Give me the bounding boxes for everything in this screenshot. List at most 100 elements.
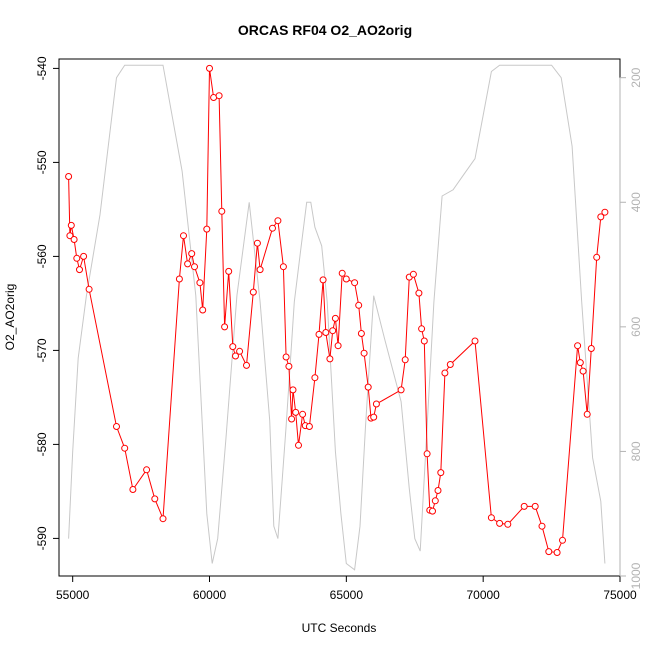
o2-point xyxy=(66,232,74,240)
y-tick-label: -550 xyxy=(35,150,49,174)
o2-point xyxy=(299,410,307,418)
x-tick-label: 55000 xyxy=(56,588,90,602)
o2-point xyxy=(431,497,439,505)
x-tick-label: 65000 xyxy=(330,588,364,602)
o2-point xyxy=(355,301,363,309)
o2-point xyxy=(496,519,504,527)
o2-point xyxy=(67,221,75,229)
o2-point xyxy=(364,383,372,391)
o2-point xyxy=(221,323,229,331)
o2-point xyxy=(597,213,605,221)
y-tick-label: -560 xyxy=(35,244,49,268)
o2-point xyxy=(203,225,211,233)
y-tick-label: -580 xyxy=(35,432,49,456)
o2-point xyxy=(285,362,293,370)
y-tick-label: -570 xyxy=(35,338,49,362)
o2-point xyxy=(80,252,88,260)
y-axis: -540 -550 -560 -570 -580 -590 xyxy=(35,56,60,550)
o2-point xyxy=(429,507,436,515)
o2-point xyxy=(256,266,264,274)
o2-point xyxy=(225,267,233,275)
o2-point xyxy=(121,444,129,452)
o2-point xyxy=(342,275,350,283)
o2-point xyxy=(437,469,445,477)
o2-point xyxy=(196,279,204,287)
o2-point xyxy=(446,361,454,368)
o2-point xyxy=(401,356,409,364)
o2-point xyxy=(274,217,282,225)
o2-point xyxy=(73,254,81,262)
o2-point xyxy=(326,355,334,363)
o2-point xyxy=(249,288,257,296)
o2-point xyxy=(351,279,359,287)
o2-point xyxy=(587,345,595,352)
o2-point xyxy=(397,386,405,394)
o2-point xyxy=(232,352,239,360)
o2-point xyxy=(338,269,346,277)
o2-point xyxy=(295,441,302,449)
altitude-line xyxy=(68,64,606,571)
o2-point xyxy=(282,353,290,361)
o2-point xyxy=(236,347,244,355)
o2-point xyxy=(175,275,183,283)
o2-point xyxy=(583,410,591,418)
o2-point xyxy=(65,173,73,180)
o2-point xyxy=(538,522,546,530)
o2-point xyxy=(420,337,428,345)
y2-axis: 200 400 600 800 1000 xyxy=(619,67,643,589)
o2-point xyxy=(471,337,479,345)
o2-point xyxy=(85,285,93,293)
o2-point xyxy=(206,64,213,72)
o2-point xyxy=(331,314,339,322)
o2-point xyxy=(269,224,276,232)
y2-tick-label: 600 xyxy=(629,317,643,337)
x-axis: 55000 60000 65000 70000 75000 xyxy=(56,575,637,602)
y2-tick-label: 800 xyxy=(629,441,643,461)
y-tick-label: -540 xyxy=(35,56,49,80)
o2-point xyxy=(357,330,365,337)
o2-point xyxy=(545,548,553,556)
o2-series xyxy=(65,64,609,556)
o2-point xyxy=(372,400,380,408)
x-tick-label: 60000 xyxy=(193,588,227,602)
o2-point xyxy=(253,239,261,247)
o2-point xyxy=(143,466,151,474)
o2-point xyxy=(409,270,417,278)
o2-point xyxy=(329,327,337,335)
o2-point xyxy=(423,450,431,458)
o2-point xyxy=(418,325,426,333)
o2-point xyxy=(360,349,368,357)
o2-point xyxy=(229,343,237,351)
o2-point xyxy=(292,408,300,416)
y-tick-label: -590 xyxy=(35,526,49,550)
o2-point xyxy=(311,374,319,382)
o2-point xyxy=(520,502,528,510)
x-tick-label: 70000 xyxy=(466,588,500,602)
o2-point xyxy=(76,266,83,274)
o2-point xyxy=(322,329,330,336)
o2-point xyxy=(593,253,601,261)
o2-point xyxy=(579,367,587,375)
o2-point xyxy=(441,369,449,377)
chart-title: ORCAS RF04 O2_AO2orig xyxy=(238,22,412,38)
o2-point xyxy=(504,520,512,528)
o2-point xyxy=(305,423,313,430)
o2-point xyxy=(288,415,296,423)
y-axis-label: O2_AO2orig xyxy=(3,284,17,351)
o2-point xyxy=(199,306,207,314)
altitude-series xyxy=(68,64,606,571)
o2-point xyxy=(553,549,561,556)
o2-point xyxy=(279,263,287,271)
o2-point xyxy=(243,361,250,369)
o2-point xyxy=(215,92,223,100)
y2-tick-label: 200 xyxy=(629,67,643,87)
o2-point xyxy=(334,342,342,350)
o2-point xyxy=(576,359,584,367)
o2-point xyxy=(319,276,327,284)
o2-point xyxy=(191,263,198,271)
x-tick-label: 75000 xyxy=(603,588,637,602)
o2-point xyxy=(70,236,78,243)
o2-point xyxy=(487,514,495,522)
o2-point xyxy=(184,260,192,268)
